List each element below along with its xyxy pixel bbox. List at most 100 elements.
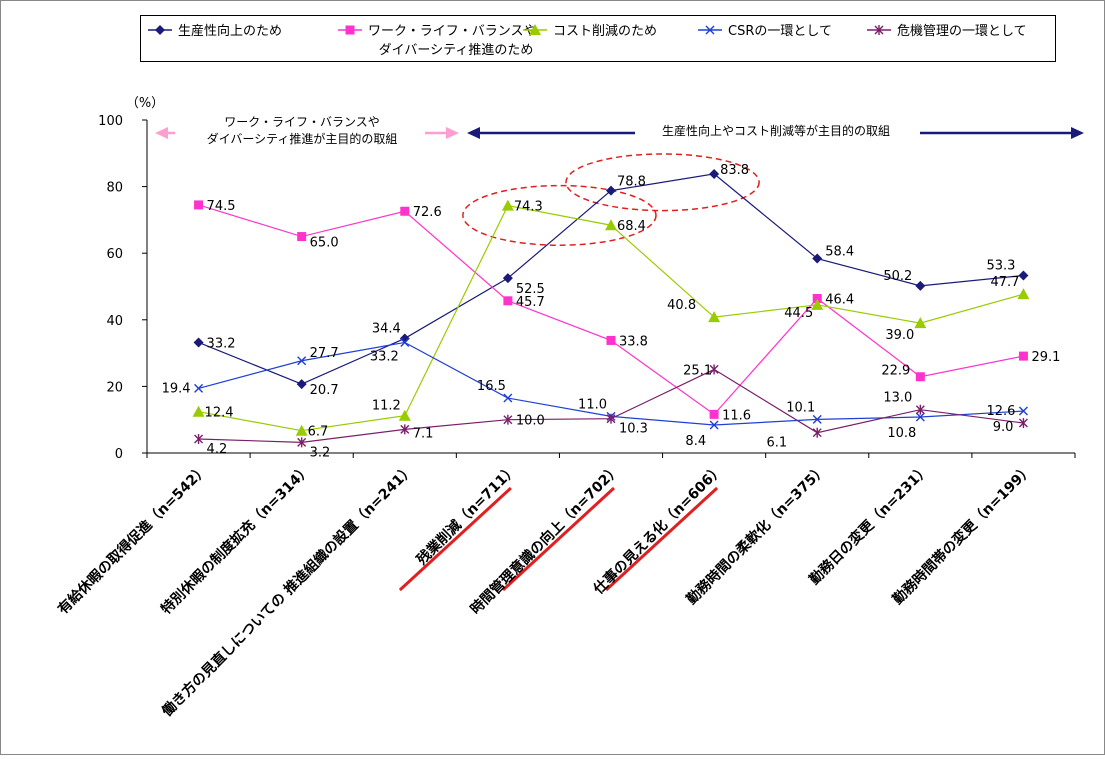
data-label: 74.3 [514, 200, 543, 215]
productivity-arrow-bg [635, 118, 920, 142]
data-point [708, 311, 721, 323]
data-label: 29.1 [1031, 350, 1060, 365]
y-tick-label: 20 [106, 380, 123, 395]
wlb-arrow-text: ダイバーシティ推進が主目的の取組 [207, 131, 398, 146]
highlight-underline-5 [605, 486, 719, 592]
legend-label: ワーク・ライフ・バランスや [368, 24, 536, 39]
legend-label: CSRの一環として [728, 24, 832, 39]
data-label: 6.1 [767, 436, 788, 451]
data-label: 40.8 [667, 298, 696, 313]
data-point [296, 379, 307, 390]
wlb-arrow-bg [175, 113, 425, 153]
legend-label: 危機管理の一環として [897, 24, 1027, 39]
productivity-arrow: 生産性向上やコスト削減等が主目的の取組 [467, 118, 1084, 142]
data-point [606, 185, 616, 196]
data-label: 10.1 [786, 400, 815, 415]
data-point [915, 372, 925, 382]
data-point [915, 404, 925, 415]
data-label: 74.5 [207, 199, 236, 214]
data-point [811, 298, 824, 310]
highlight-ellipse-1 [565, 153, 760, 212]
legend-label: 生産性向上のため [178, 23, 282, 39]
highlight-underline-4 [501, 486, 616, 592]
data-point [812, 293, 822, 303]
data-point [915, 412, 925, 422]
data-point [606, 413, 616, 424]
data-point [812, 253, 823, 264]
legend-label: コスト削減のため [553, 23, 657, 39]
data-point [503, 296, 513, 306]
data-label: 7.1 [413, 426, 434, 441]
wlb-arrow-head-right [446, 127, 459, 139]
data-point [1018, 351, 1028, 361]
series-1 [194, 200, 1028, 419]
y-tick-label: 100 [98, 114, 123, 129]
productivity-arrow-head-left [467, 127, 480, 139]
data-point [400, 206, 410, 216]
legend-marker-triangle [529, 24, 541, 35]
y-axis-label: （%） [126, 96, 164, 111]
data-point [812, 414, 822, 424]
data-label: 78.8 [617, 175, 646, 190]
data-label: 33.2 [207, 336, 236, 351]
data-label: 83.8 [720, 163, 749, 178]
y-tick-label: 40 [106, 314, 123, 329]
series-layer [192, 168, 1030, 448]
data-point [501, 199, 514, 211]
data-point [709, 364, 719, 375]
data-label: 39.0 [885, 328, 914, 343]
legend-marker-diamond [155, 25, 165, 35]
data-label: 10.8 [887, 426, 916, 441]
data-point [297, 437, 307, 448]
data-label: 13.0 [883, 391, 912, 406]
y-tick-label: 60 [106, 247, 123, 262]
data-label: 50.2 [883, 269, 912, 284]
data-point [709, 409, 719, 419]
series-0 [193, 168, 1029, 390]
data-label: 34.4 [372, 321, 401, 336]
y-tick-label: 80 [106, 181, 123, 196]
y-tick-label: 0 [115, 447, 123, 462]
highlight-ellipse-0 [462, 184, 657, 246]
data-point [297, 356, 307, 366]
data-label: 33.8 [619, 334, 648, 349]
data-label: 11.2 [372, 399, 401, 414]
data-label: 10.0 [516, 414, 545, 429]
data-label: 44.5 [784, 306, 813, 321]
data-label: 33.2 [370, 349, 399, 364]
productivity-arrow-head-right [1071, 127, 1084, 139]
data-label: 52.5 [516, 282, 545, 297]
data-point [502, 273, 513, 284]
data-point [605, 219, 617, 231]
data-label: 65.0 [310, 236, 339, 251]
legend-label: ダイバーシティ推進のため [379, 43, 534, 58]
data-point [400, 337, 410, 347]
legend-item-3: CSRの一環として [698, 24, 832, 39]
legend-item-4: 危機管理の一環として [867, 24, 1027, 39]
data-point [400, 424, 410, 435]
data-label: 25.1 [683, 363, 712, 378]
legend-marker-square [345, 25, 355, 35]
highlight-underline-3 [398, 486, 512, 592]
data-label: 68.4 [617, 219, 646, 234]
data-label: 11.0 [578, 397, 607, 412]
legend-marker-star [874, 25, 884, 35]
data-label: 12.4 [205, 406, 234, 421]
data-label: 8.4 [685, 434, 706, 449]
legend-marker-x [705, 25, 715, 35]
data-label: 45.7 [516, 295, 545, 310]
data-label: 72.6 [413, 205, 442, 220]
wlb-arrow-head-left [155, 127, 168, 139]
data-point [709, 168, 720, 179]
data-point [503, 414, 513, 425]
legend-item-2: コスト削減のため [523, 23, 657, 39]
data-label-layer: 33.2 20.7 34.4 52.5 78.8 83.8 58.4 50.2 53.3 74.5… [162, 163, 1061, 460]
data-label: 9.0 [993, 420, 1014, 435]
data-point [503, 393, 513, 403]
data-label: 53.3 [986, 259, 1015, 274]
data-point [194, 434, 204, 445]
